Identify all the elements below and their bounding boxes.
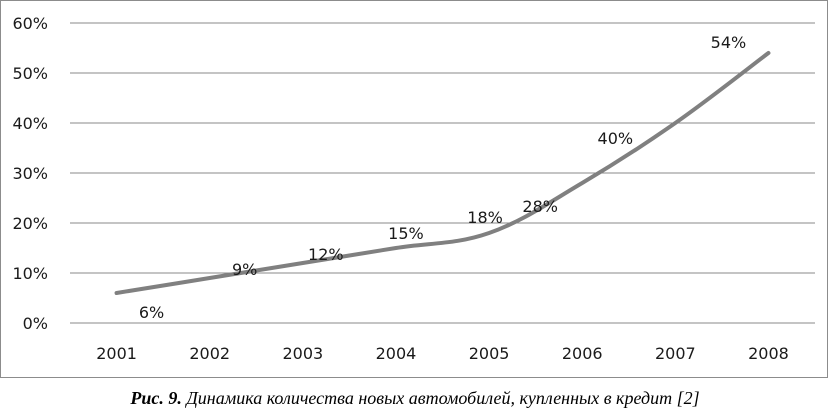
data-label: 18% <box>467 208 503 227</box>
caption-prefix: Рис. 9. <box>130 388 182 408</box>
x-tick-label: 2003 <box>282 344 323 363</box>
y-axis-ticks: 0% 10% 20% 30% 40% 50% 60% <box>12 14 48 333</box>
data-label: 54% <box>711 33 747 52</box>
data-label: 12% <box>308 245 344 264</box>
y-tick-label: 60% <box>12 14 48 33</box>
data-label: 9% <box>232 260 257 279</box>
x-tick-label: 2001 <box>96 344 137 363</box>
y-tick-label: 40% <box>12 114 48 133</box>
x-tick-label: 2005 <box>469 344 510 363</box>
data-label: 6% <box>139 303 164 322</box>
x-tick-label: 2006 <box>562 344 603 363</box>
chart-frame <box>0 0 828 378</box>
y-tick-label: 30% <box>12 164 48 183</box>
series-line-path <box>114 51 771 295</box>
grid-lines <box>70 22 815 324</box>
y-tick-label: 50% <box>12 64 48 83</box>
data-label: 40% <box>598 129 634 148</box>
y-tick-label: 20% <box>12 214 48 233</box>
x-tick-label: 2007 <box>655 344 696 363</box>
caption-text: Динамика количества новых автомобилей, к… <box>181 388 700 408</box>
x-tick-label: 2004 <box>376 344 417 363</box>
x-tick-label: 2002 <box>189 344 230 363</box>
data-label: 28% <box>522 197 558 216</box>
x-axis-ticks: 2001 2002 2003 2004 2005 2006 2007 2008 <box>96 344 789 363</box>
figure-caption: Рис. 9. Динамика количества новых автомо… <box>0 388 830 409</box>
x-tick-label: 2008 <box>748 344 789 363</box>
y-tick-label: 10% <box>12 264 48 283</box>
data-labels: 6% 9% 12% 15% 18% 28% 40% 54% <box>139 33 746 322</box>
series-line <box>114 51 771 295</box>
data-label: 15% <box>388 224 424 243</box>
line-chart: 0%10%20%30%40%50%60% 2001 2002 2003 2004 200… <box>12 14 815 363</box>
y-tick-label: 0% <box>23 314 48 333</box>
